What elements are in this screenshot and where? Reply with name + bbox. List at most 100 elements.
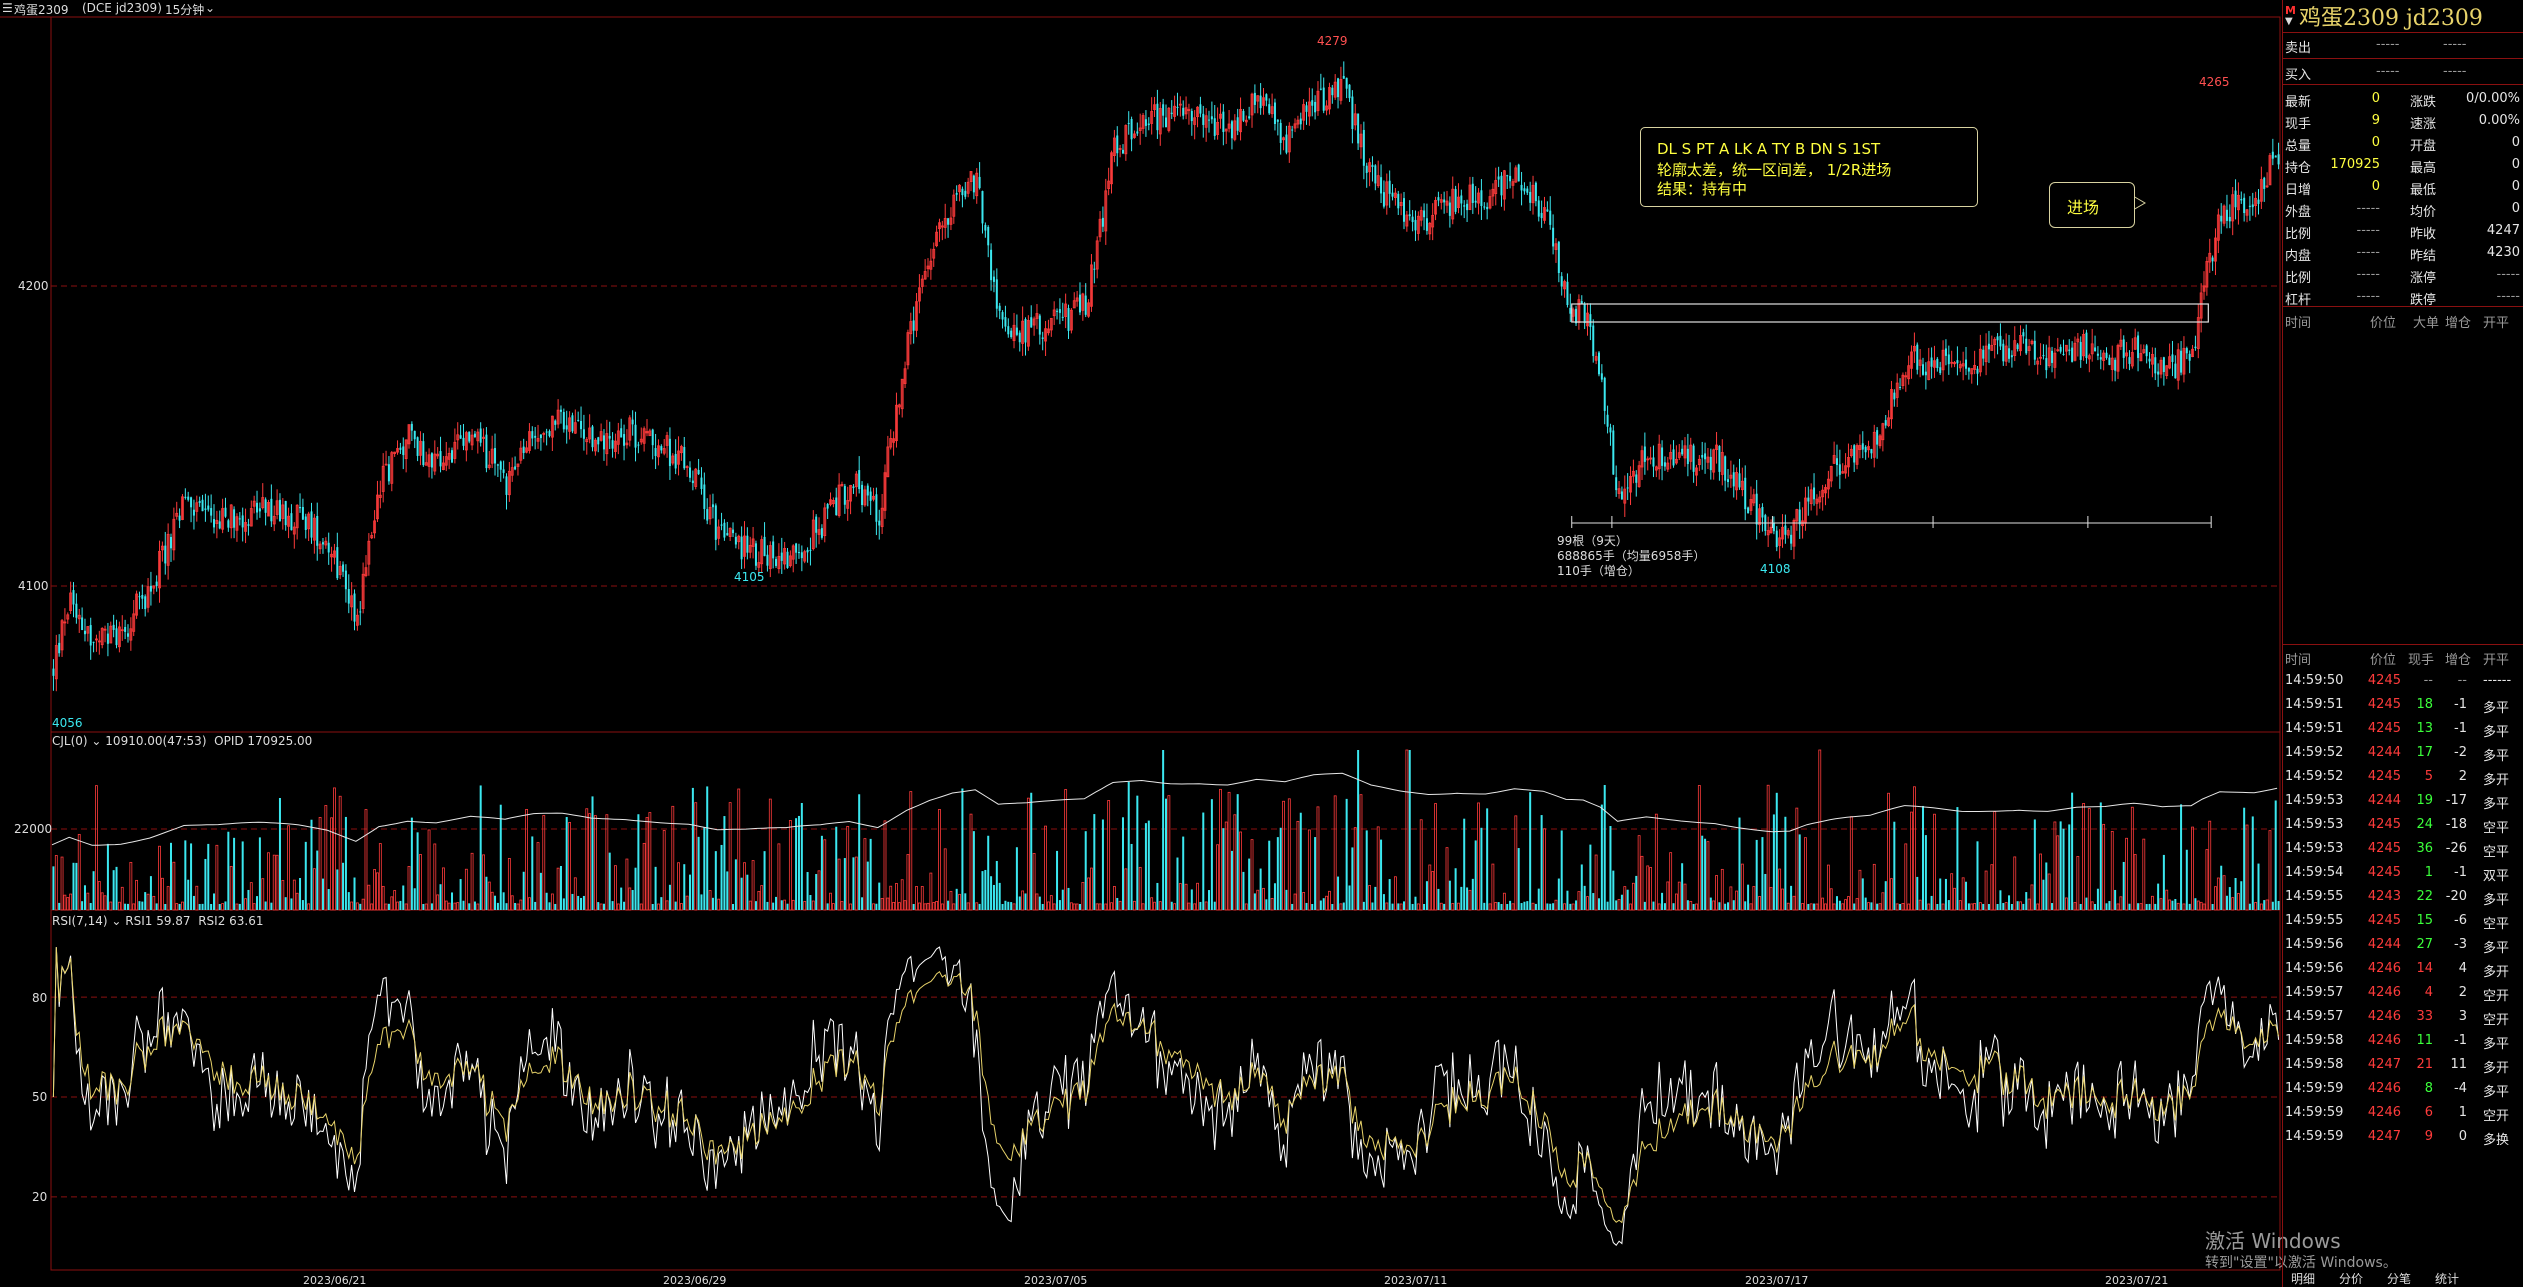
volume-bar: [550, 893, 554, 911]
volume-bar: [1747, 884, 1750, 910]
candle-body: [2214, 237, 2217, 262]
candle-body: [565, 425, 568, 430]
menu-icon[interactable]: ☰: [2, 1, 13, 15]
volume-bar: [1727, 902, 1730, 910]
volume-bar: [1018, 896, 1021, 910]
candle-body: [115, 628, 118, 646]
candle-body: [135, 593, 138, 616]
volume-bar: [1904, 843, 1908, 911]
volume-bar: [895, 883, 898, 911]
volume-bar: [536, 842, 540, 911]
entry-callout[interactable]: 进场: [2049, 182, 2135, 228]
candle-body: [1970, 368, 1974, 375]
candle-body: [86, 626, 90, 634]
volume-bar: [1305, 902, 1308, 910]
volume-bar: [1569, 903, 1572, 910]
quote-field: 0: [2511, 135, 2520, 150]
volume-bar: [803, 901, 807, 911]
volume-bar: [966, 902, 970, 911]
candle-body: [117, 626, 121, 648]
volume-bar: [1443, 903, 1446, 910]
volume-bar: [545, 892, 548, 910]
candle-body: [1405, 214, 1409, 227]
candle-body: [897, 404, 901, 408]
candle-body: [1965, 359, 1968, 369]
volume-bar: [451, 892, 454, 910]
candle-body: [2133, 337, 2137, 350]
candle-body: [754, 543, 757, 566]
candle-body: [777, 555, 781, 569]
volume-bar: [674, 901, 677, 910]
volume-bar: [2105, 903, 2108, 910]
candle-body: [903, 368, 907, 384]
tick-row: 14:59:58 4247 21 11 多开: [2283, 1053, 2523, 1077]
candle-body: [192, 509, 195, 516]
trade-annotation-box[interactable]: DL S PT A LK A TY B DN S 1ST 轮廓太差，统一区间差，…: [1640, 127, 1978, 207]
volume-bar: [1749, 903, 1753, 911]
quote-field: 最高: [2410, 161, 2437, 176]
volume-bar: [700, 894, 703, 910]
candle-body: [1649, 457, 1653, 460]
tab-ticks[interactable]: 分笔: [2387, 1272, 2412, 1286]
volume-bar: [1101, 819, 1104, 910]
candle-body: [333, 550, 336, 558]
volume-axis-label: 22000: [14, 822, 53, 836]
candle-body: [1546, 209, 1549, 212]
volume-bar: [806, 872, 809, 910]
candle-body: [146, 586, 150, 608]
volume-bar: [562, 898, 565, 910]
candle-body: [1661, 447, 1664, 466]
volume-bar: [1916, 876, 1919, 910]
chart-canvas[interactable]: [0, 0, 2281, 1287]
tick-field: 14:59:51: [2285, 697, 2344, 712]
chevron-down-icon[interactable]: ▼: [2285, 16, 2293, 27]
volume-bar: [95, 785, 98, 911]
chevron-down-icon[interactable]: ⌄: [205, 1, 216, 15]
volume-bar: [1976, 841, 1979, 910]
volume-bar: [2251, 816, 2254, 910]
candle-body: [2105, 352, 2108, 358]
candle-body: [2013, 340, 2017, 356]
volume-bar: [1918, 899, 1922, 911]
candle-body: [780, 552, 783, 561]
volume-bar: [947, 900, 950, 910]
volume-series: [51, 749, 2280, 911]
tab-stats[interactable]: 统计: [2435, 1272, 2460, 1286]
volume-bar: [858, 794, 861, 910]
tick-row: 14:59:58 4246 11 -1 多平: [2283, 1029, 2523, 1053]
candle-body: [1901, 374, 1905, 386]
volume-bar: [1316, 806, 1320, 911]
tab-detail[interactable]: 明细: [2291, 1272, 2316, 1286]
tick-field: -26: [2445, 841, 2467, 856]
volume-bar: [2010, 903, 2013, 910]
volume-bar: [677, 862, 680, 911]
volume-bar: [2045, 862, 2048, 910]
volume-bar: [611, 901, 614, 910]
candle-body: [889, 438, 893, 448]
candle-body: [2068, 349, 2071, 351]
candle-body: [316, 515, 319, 546]
chevron-down-icon[interactable]: ⌄: [87, 734, 106, 748]
candle-body: [1523, 188, 1526, 192]
rsi-series: [52, 946, 2280, 1247]
chevron-down-icon[interactable]: ⌄: [107, 914, 126, 928]
volume-indicator-title[interactable]: CJL(0) ⌄ 10910.00(47:53) OPID 170925.00: [52, 734, 313, 748]
tab-price[interactable]: 分价: [2339, 1272, 2364, 1286]
volume-bar: [2064, 897, 2068, 911]
volume-bar: [875, 903, 878, 910]
candle-body: [124, 627, 127, 632]
candle-body: [267, 502, 270, 517]
volume-bar: [2208, 820, 2212, 911]
rsi-indicator-title[interactable]: RSI(7,14) ⌄ RSI1 59.87 RSI2 63.61: [52, 914, 264, 928]
volume-bar: [1729, 886, 1733, 911]
period-selector[interactable]: 15分钟: [165, 3, 205, 17]
symbol-name[interactable]: 鸡蛋2309: [14, 3, 69, 17]
volume-bar: [210, 903, 213, 910]
candle-body: [355, 614, 359, 626]
candle-body: [359, 611, 362, 613]
volume-bar: [218, 903, 221, 910]
volume-bar: [473, 901, 476, 910]
candle-body: [961, 188, 964, 196]
volume-bar: [1210, 799, 1213, 910]
volume-bar: [760, 885, 764, 911]
